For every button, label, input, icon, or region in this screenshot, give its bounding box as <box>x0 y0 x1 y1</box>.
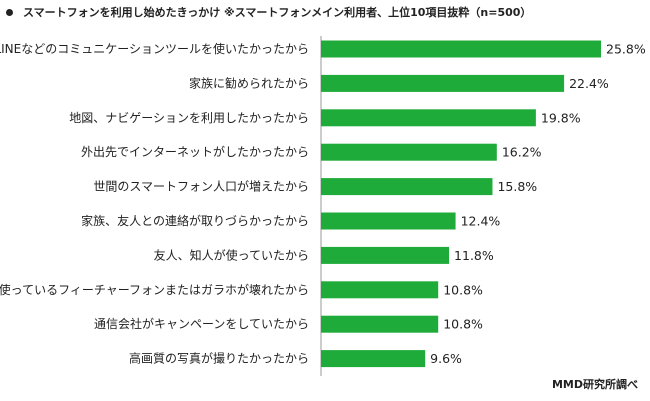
bar <box>321 281 439 299</box>
source-credit: MMD研究所調べ <box>551 378 638 391</box>
value-label: 12.4% <box>461 214 501 229</box>
bar <box>321 178 493 196</box>
category-label: 外出先でインターネットがしたかったから <box>81 144 309 159</box>
category-label: 通信会社がキャンペーンをしていたから <box>94 316 309 331</box>
value-label: 11.8% <box>454 248 494 263</box>
bar <box>321 40 601 58</box>
category-label: 使っているフィーチャーフォンまたはガラホが壊れたから <box>0 282 309 297</box>
bar <box>321 143 497 161</box>
value-label: 22.4% <box>569 76 609 91</box>
bullet-icon <box>6 8 13 16</box>
category-label: 友人、知人が使っていたから <box>154 247 309 262</box>
category-label: 家族、友人との連絡が取りづらかったから <box>81 213 309 228</box>
value-label: 9.6% <box>430 351 462 366</box>
bar <box>321 350 426 368</box>
value-label: 10.8% <box>443 282 483 297</box>
category-label: LINEなどのコミュニケーションツールを使いたかったから <box>0 41 309 56</box>
bar <box>321 109 536 127</box>
category-label: 家族に勧められたから <box>189 75 309 90</box>
bar <box>321 74 565 92</box>
value-label: 15.8% <box>497 179 537 194</box>
category-label: 地図、ナビゲーションを利用したかったから <box>69 111 309 125</box>
bar <box>321 246 450 264</box>
value-label: 16.2% <box>502 145 542 160</box>
chart-title-row: スマートフォンを利用し始めたきっかけ ※スマートフォンメイン利用者、上位10項目… <box>6 4 531 20</box>
bar <box>321 315 439 333</box>
category-label: 世間のスマートフォン人口が増えたから <box>93 179 309 194</box>
value-label: 10.8% <box>443 317 483 332</box>
category-label: 高画質の写真が撮りたかったから <box>129 351 309 366</box>
bar <box>321 212 456 230</box>
value-label: 19.8% <box>541 110 581 125</box>
chart-title: スマートフォンを利用し始めたきっかけ ※スマートフォンメイン利用者、上位10項目… <box>23 6 532 19</box>
value-label: 25.8% <box>606 42 646 57</box>
